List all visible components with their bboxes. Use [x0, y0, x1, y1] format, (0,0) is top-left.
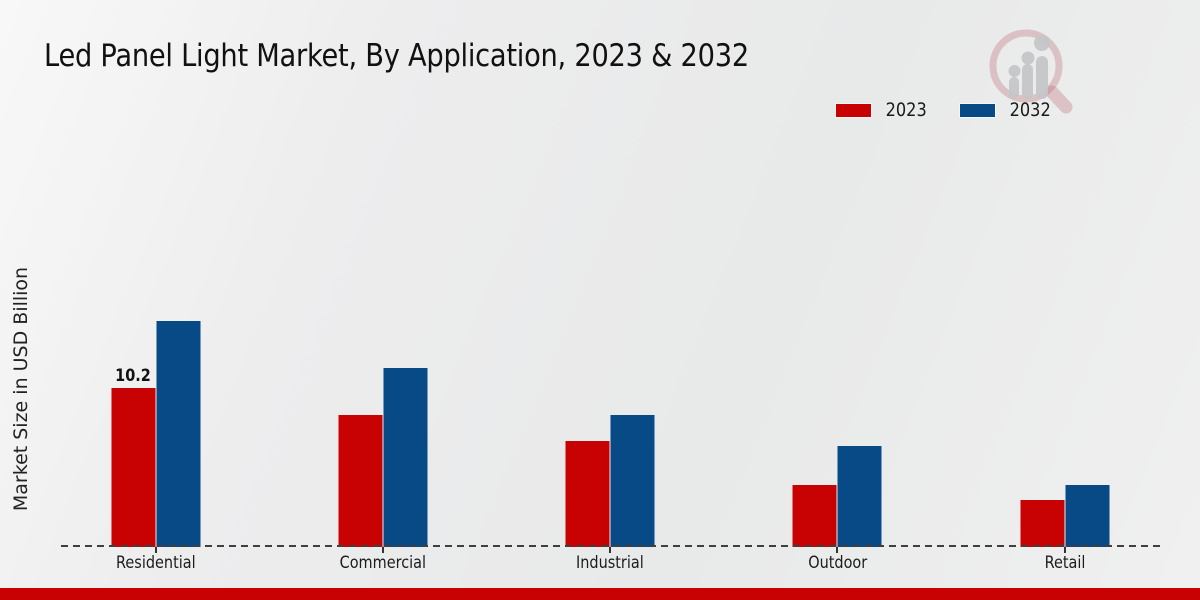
legend-swatch-2032 [960, 104, 996, 117]
bottom-accent-strip [0, 588, 1200, 600]
x-axis-tick [381, 547, 384, 553]
magnifier-bar-chart-logo-icon [989, 29, 1073, 114]
x-axis-tick [836, 547, 839, 553]
bar-2023-residential [110, 388, 156, 547]
x-axis-category-label: Residential [115, 553, 196, 573]
x-axis-category-label: Outdoor [807, 553, 867, 573]
x-axis-tick [154, 547, 157, 553]
chart-title: Led Panel Light Market, By Application, … [44, 38, 749, 74]
bar-value-label: 10.2 [115, 366, 151, 387]
legend-item-2023: 2023 [836, 101, 930, 120]
bar-2032-residential [155, 320, 201, 547]
x-axis-category-label: Retail [1044, 553, 1086, 573]
legend-label-2032: 2032 [1009, 99, 1052, 121]
x-axis-tick [609, 547, 612, 553]
bar-2032-commercial [382, 367, 428, 547]
bar-2023-commercial [337, 414, 383, 547]
bar-2023-outdoor [792, 484, 838, 547]
bar-2023-industrial [565, 441, 611, 547]
bar-2032-industrial [610, 414, 656, 547]
legend-swatch-2023 [836, 104, 871, 117]
bar-2032-retail [1064, 484, 1110, 547]
legend-item-2032: 2032 [960, 101, 1054, 120]
x-axis-category-label: Commercial [339, 553, 427, 573]
x-axis-tick [1063, 547, 1066, 553]
bar-2023-retail [1019, 500, 1065, 547]
bar-2032-outdoor [837, 445, 883, 547]
x-axis-category-label: Industrial [576, 553, 644, 573]
legend: 2023 2032 [836, 101, 1055, 120]
legend-label-2023: 2023 [885, 99, 927, 121]
x-axis-baseline [61, 545, 1162, 547]
